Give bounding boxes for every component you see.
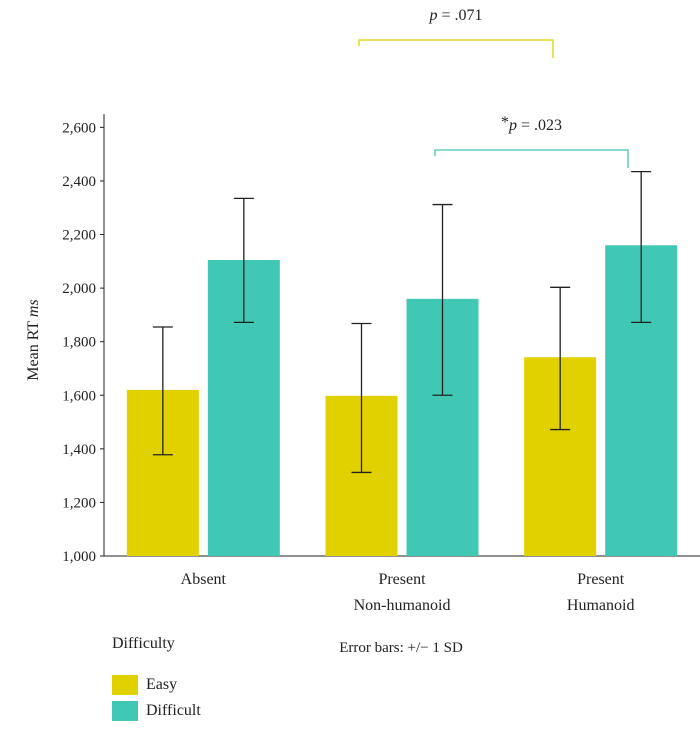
category-label: Present: [378, 571, 426, 588]
category-label: Non-humanoid: [354, 597, 451, 614]
y-tick-label: 1,600: [62, 388, 96, 404]
y-tick-label: 1,400: [62, 442, 96, 458]
error-bar-difficult: [432, 203, 453, 396]
y-tick-label: 1,800: [62, 335, 96, 351]
y-axis-title: Mean RT ms: [25, 299, 42, 380]
error-bar-easy: [550, 286, 571, 431]
error-bar-difficult: [233, 197, 254, 324]
significance-label: p = .071: [428, 7, 482, 24]
y-tick-label: 2,200: [62, 228, 96, 244]
category-label: Present: [577, 571, 625, 588]
legend-swatch-difficult: [112, 701, 138, 721]
error-bar-easy: [152, 326, 173, 456]
y-tick-label: 1,000: [62, 549, 96, 565]
legend-item-difficult: Difficult: [112, 699, 201, 723]
legend-title: Difficulty: [112, 635, 175, 652]
legend-label-difficult: Difficult: [146, 702, 201, 719]
y-tick-label: 1,200: [62, 495, 96, 511]
y-tick-label: 2,400: [62, 174, 96, 190]
error-bar-difficult: [631, 170, 652, 324]
significance-bracket: [434, 149, 629, 168]
legend-swatch-easy: [112, 675, 138, 695]
error-bar-easy: [351, 322, 372, 474]
legend-label-easy: Easy: [146, 676, 178, 693]
legend: Difficulty Easy Difficult: [112, 635, 201, 725]
y-tick-label: 2,000: [62, 281, 96, 297]
significance-bracket: [358, 39, 554, 58]
significance-label: *p = .023: [501, 114, 562, 134]
category-label: Humanoid: [567, 597, 635, 614]
legend-item-easy: Easy: [112, 673, 201, 697]
svg-text:Mean RT ms: Mean RT ms: [25, 299, 42, 380]
error-bars-note: Error bars: +/− 1 SD: [339, 640, 463, 656]
y-tick-label: 2,600: [62, 120, 96, 136]
y-axis-title-main: Mean RT: [25, 321, 42, 381]
category-label: Absent: [181, 571, 227, 588]
y-axis-title-unit: ms: [25, 299, 42, 317]
